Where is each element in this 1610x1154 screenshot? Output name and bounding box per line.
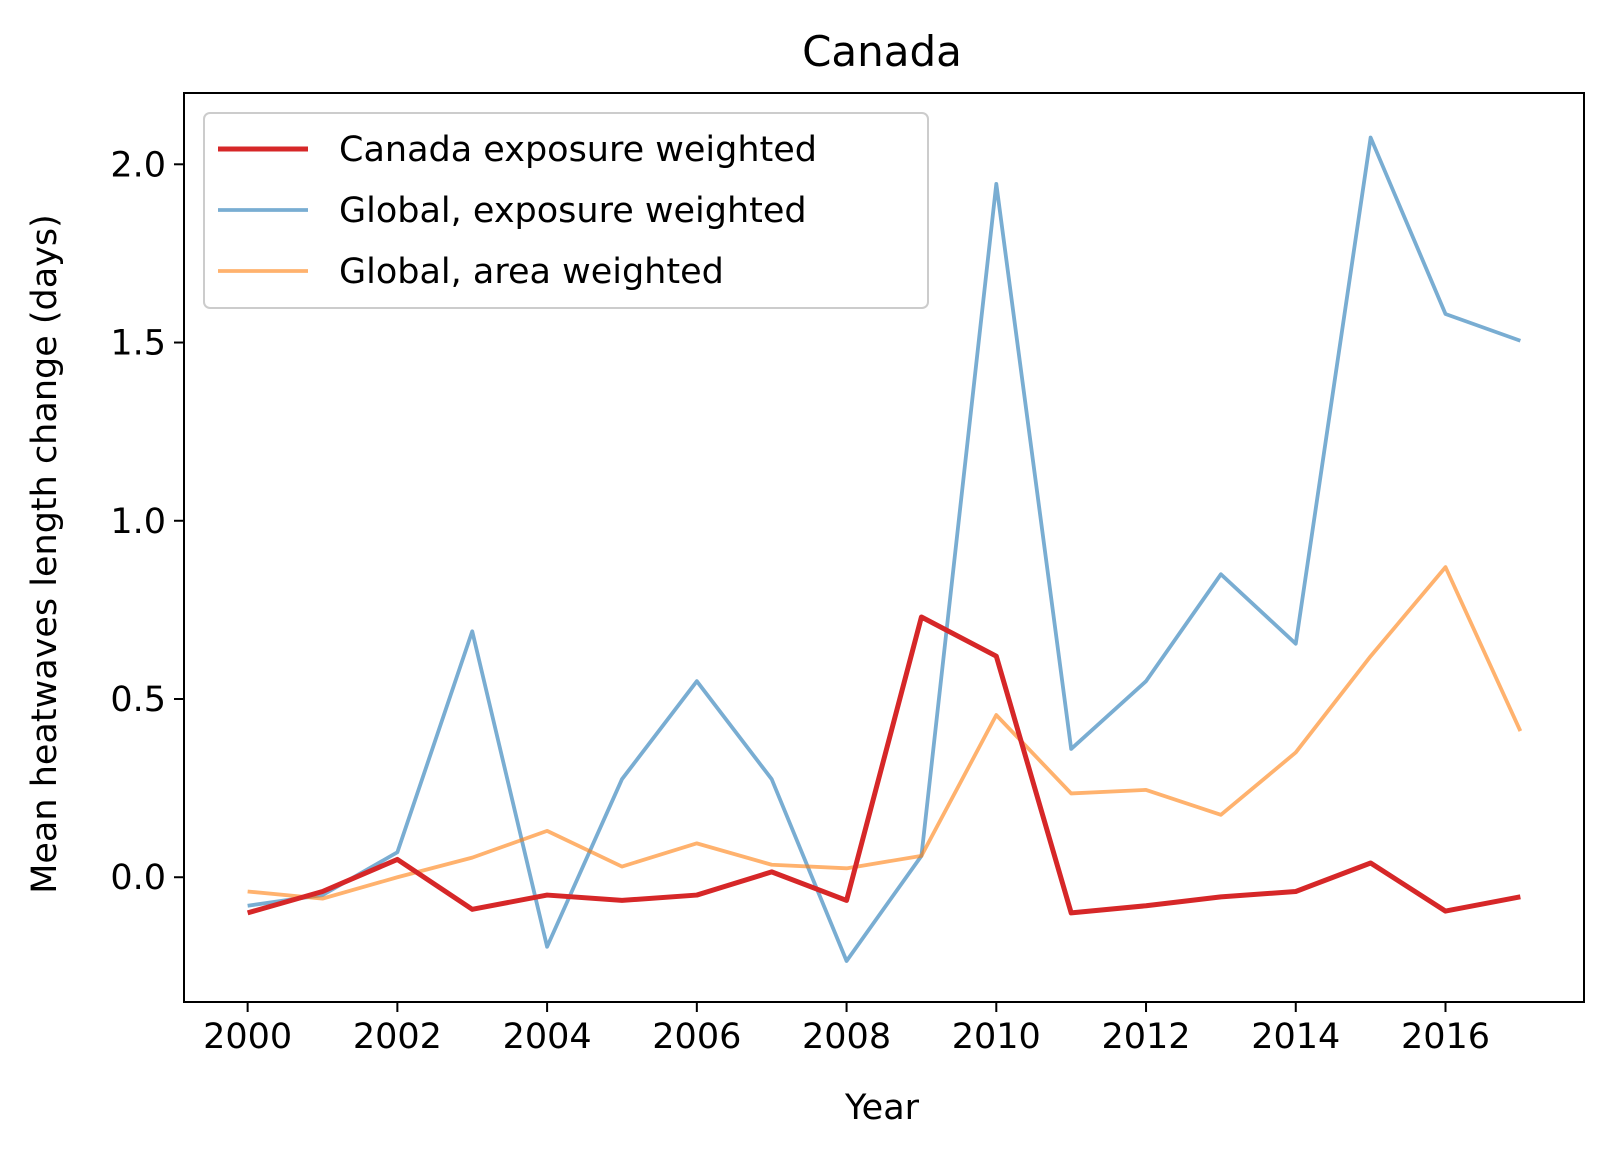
legend-box	[203, 112, 929, 309]
y-tick-label: 0.0	[110, 858, 166, 898]
y-tick-label: 1.0	[110, 502, 166, 542]
legend-label-2: Global, exposure weighted	[339, 191, 807, 231]
y-tick-label: 0.5	[110, 680, 166, 720]
series-line-2	[247, 135, 1521, 963]
series-line-3	[247, 565, 1523, 901]
chart-title: Canada	[802, 27, 962, 76]
y-tick-label: 2.0	[110, 145, 166, 185]
x-tick-label: 2006	[652, 1017, 741, 1057]
legend-label-3: Global, area weighted	[339, 252, 724, 292]
x-tick-label: 2004	[503, 1017, 592, 1057]
legend: Canada exposure weighted Global, exposure…	[203, 112, 929, 309]
x-tick-label: 2008	[802, 1017, 891, 1057]
x-tick-label: 2000	[203, 1017, 292, 1057]
x-tick-label: 2002	[353, 1017, 442, 1057]
y-tick-label: 1.5	[110, 324, 166, 364]
legend-label-1: Canada exposure weighted	[339, 130, 817, 170]
x-tick-label: 2016	[1401, 1017, 1490, 1057]
y-axis-title: Mean heatwaves length change (days)	[25, 214, 65, 894]
plot-frame	[183, 92, 1585, 1003]
x-tick-label: 2012	[1101, 1017, 1190, 1057]
x-tick-label: 2010	[952, 1017, 1041, 1057]
plot-area	[246, 135, 1523, 963]
axes: 2000 2002 2004 2006 2008 2010 2012 2014 2016 0.0 0…	[110, 92, 1585, 1057]
x-tick-label: 2014	[1251, 1017, 1340, 1057]
series-line-1	[246, 614, 1521, 916]
x-axis-title: Year	[844, 1088, 920, 1128]
